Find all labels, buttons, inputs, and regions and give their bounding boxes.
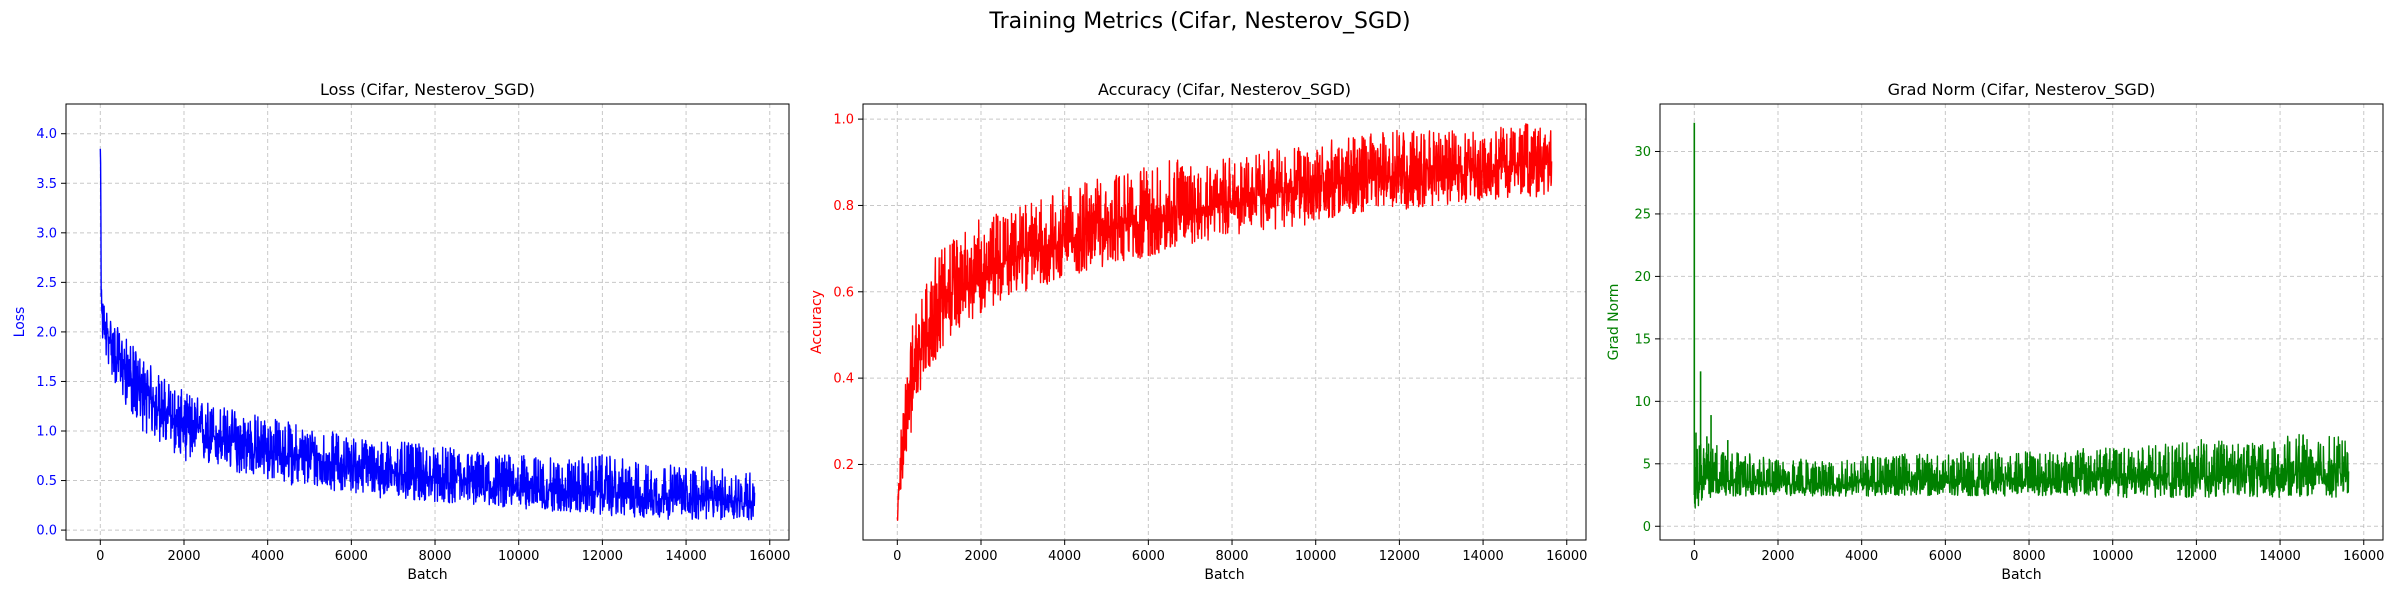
y-tick-label: 0 bbox=[1643, 520, 1651, 535]
x-tick-label: 0 bbox=[1690, 549, 1698, 564]
loss-x-ticks: 0 2000 4000 6000 8000 10000 12000 14000 16000 bbox=[96, 540, 790, 564]
y-tick-label: 0.2 bbox=[833, 458, 854, 473]
y-tick-label: 15 bbox=[1634, 332, 1651, 347]
x-tick-label: 16000 bbox=[1546, 549, 1587, 564]
y-tick-label: 25 bbox=[1634, 207, 1651, 222]
x-tick-label: 12000 bbox=[1379, 549, 1420, 564]
y-tick-label: 0.8 bbox=[833, 199, 854, 214]
loss-axes-frame bbox=[65, 103, 790, 541]
x-tick-label: 0 bbox=[96, 549, 104, 564]
grad-norm-y-ticks: 0 5 10 15 20 25 30 bbox=[1634, 145, 1660, 535]
x-tick-label: 0 bbox=[893, 549, 901, 564]
y-tick-label: 10 bbox=[1634, 395, 1651, 410]
y-tick-label: 0.5 bbox=[36, 474, 57, 489]
accuracy-x-axis-label: Batch bbox=[1204, 567, 1244, 583]
y-tick-label: 0.4 bbox=[833, 372, 854, 387]
y-tick-label: 3.5 bbox=[36, 177, 57, 192]
grad-norm-x-axis-label: Batch bbox=[2001, 567, 2041, 583]
x-tick-label: 6000 bbox=[335, 549, 368, 564]
grad-norm-panel: Grad Norm (Cifar, Nesterov_SGD) 0 2000 4000… bbox=[1606, 80, 2384, 583]
x-tick-label: 8000 bbox=[2012, 549, 2045, 564]
x-tick-label: 12000 bbox=[2176, 549, 2217, 564]
x-tick-label: 4000 bbox=[251, 549, 284, 564]
x-tick-label: 2000 bbox=[1761, 549, 1794, 564]
loss-y-ticks: 0.0 0.5 1.0 1.5 2.0 2.5 3.0 3.5 4.0 bbox=[36, 127, 66, 539]
y-tick-label: 4.0 bbox=[36, 127, 57, 142]
x-tick-label: 12000 bbox=[582, 549, 623, 564]
loss-grid bbox=[66, 104, 789, 540]
grad-norm-y-axis-label: Grad Norm bbox=[1606, 284, 1622, 361]
x-tick-label: 10000 bbox=[1295, 549, 1336, 564]
accuracy-y-ticks: 0.2 0.4 0.6 0.8 1.0 bbox=[833, 113, 863, 473]
x-tick-label: 8000 bbox=[418, 549, 451, 564]
y-tick-label: 3.0 bbox=[36, 226, 57, 241]
x-tick-label: 16000 bbox=[749, 549, 790, 564]
y-tick-label: 0.0 bbox=[36, 524, 57, 539]
y-tick-label: 1.0 bbox=[833, 113, 854, 128]
y-tick-label: 20 bbox=[1634, 270, 1651, 285]
y-tick-label: 2.0 bbox=[36, 325, 57, 340]
figure-suptitle: Training Metrics (Cifar, Nesterov_SGD) bbox=[988, 9, 1410, 34]
y-tick-label: 1.5 bbox=[36, 375, 57, 390]
x-tick-label: 4000 bbox=[1845, 549, 1878, 564]
loss-y-axis-label: Loss bbox=[12, 307, 28, 338]
x-tick-label: 14000 bbox=[2259, 549, 2300, 564]
grad-norm-axes-frame bbox=[1659, 103, 2384, 541]
accuracy-series-line bbox=[896, 123, 1553, 521]
accuracy-x-ticks: 0 2000 4000 6000 8000 10000 12000 14000 16000 bbox=[893, 540, 1587, 564]
loss-x-axis-label: Batch bbox=[407, 567, 447, 583]
x-tick-label: 6000 bbox=[1929, 549, 1962, 564]
x-tick-label: 8000 bbox=[1215, 549, 1248, 564]
y-tick-label: 1.0 bbox=[36, 425, 57, 440]
grad-norm-x-ticks: 0 2000 4000 6000 8000 10000 12000 14000 16000 bbox=[1690, 540, 2384, 564]
chart-panels: Loss (Cifar, Nesterov_SGD)0 2000 4000 6000 8… bbox=[12, 80, 2384, 583]
x-tick-label: 16000 bbox=[2343, 549, 2384, 564]
y-tick-label: 2.5 bbox=[36, 276, 57, 291]
x-tick-label: 6000 bbox=[1132, 549, 1165, 564]
accuracy-axes-frame bbox=[862, 103, 1587, 541]
x-tick-label: 10000 bbox=[498, 549, 539, 564]
x-tick-label: 10000 bbox=[2092, 549, 2133, 564]
accuracy-title: Accuracy (Cifar, Nesterov_SGD) bbox=[1098, 80, 1351, 100]
loss-panel: Loss (Cifar, Nesterov_SGD) 0 2000 4000 6000 8… bbox=[12, 80, 790, 583]
x-tick-label: 4000 bbox=[1048, 549, 1081, 564]
grad-norm-title: Grad Norm (Cifar, Nesterov_SGD) bbox=[1888, 80, 2156, 100]
accuracy-y-axis-label: Accuracy bbox=[809, 290, 825, 354]
y-tick-label: 5 bbox=[1643, 457, 1651, 472]
accuracy-panel: Accuracy (Cifar, Nesterov_SGD) 0 2000 4000 6… bbox=[809, 80, 1587, 583]
x-tick-label: 14000 bbox=[665, 549, 706, 564]
loss-title: Loss (Cifar, Nesterov_SGD) bbox=[320, 80, 535, 100]
y-tick-label: 30 bbox=[1634, 145, 1651, 160]
y-tick-label: 0.6 bbox=[833, 285, 854, 300]
x-tick-label: 2000 bbox=[167, 549, 200, 564]
x-tick-label: 14000 bbox=[1462, 549, 1503, 564]
x-tick-label: 2000 bbox=[964, 549, 997, 564]
grad-norm-series-line bbox=[1693, 433, 2350, 509]
loss-series-line bbox=[99, 148, 756, 521]
